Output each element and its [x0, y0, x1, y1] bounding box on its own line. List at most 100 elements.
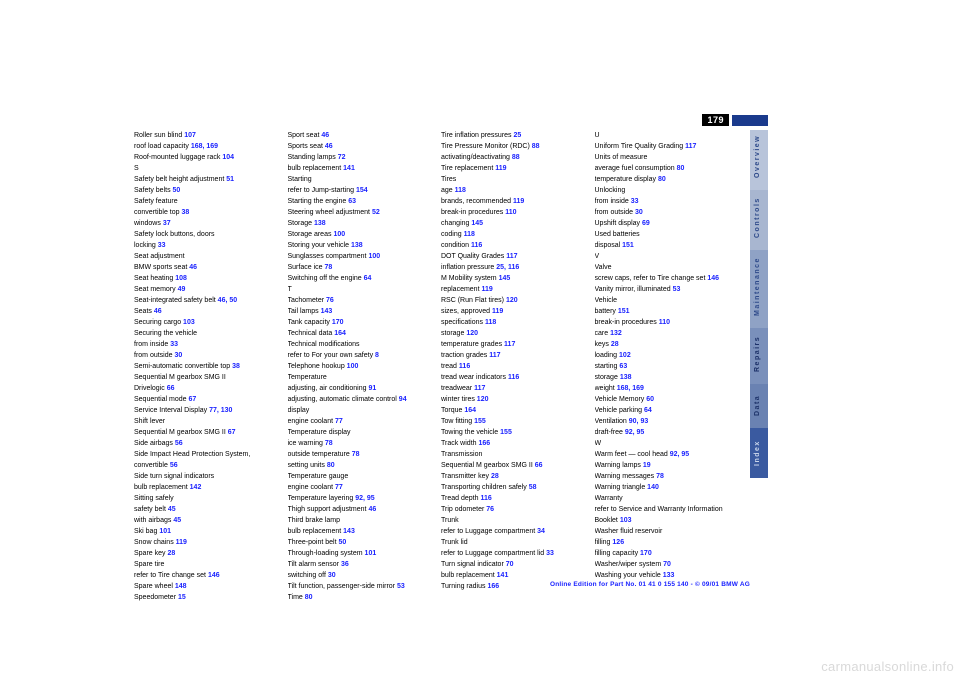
- index-page-link[interactable]: 80: [658, 176, 666, 183]
- index-page-link[interactable]: 33: [170, 341, 178, 348]
- index-page-link[interactable]: 119: [495, 165, 506, 172]
- index-page-link[interactable]: 38: [181, 209, 189, 216]
- index-page-link[interactable]: 151: [622, 242, 634, 249]
- index-page-link[interactable]: 30: [635, 209, 643, 216]
- tab-data[interactable]: Data: [750, 384, 768, 428]
- index-page-link[interactable]: 63: [348, 198, 356, 205]
- index-page-link[interactable]: 107: [184, 132, 196, 139]
- index-page-link[interactable]: 77, 130: [209, 407, 232, 414]
- index-page-link[interactable]: 117: [504, 341, 515, 348]
- index-page-link[interactable]: 138: [351, 242, 363, 249]
- index-page-link[interactable]: 34: [537, 528, 545, 535]
- index-page-link[interactable]: 78: [656, 473, 664, 480]
- index-page-link[interactable]: 102: [619, 352, 631, 359]
- index-page-link[interactable]: 117: [489, 352, 500, 359]
- index-page-link[interactable]: 46: [189, 264, 197, 271]
- index-page-link[interactable]: 141: [497, 572, 509, 579]
- index-page-link[interactable]: 37: [163, 220, 171, 227]
- index-page-link[interactable]: 78: [325, 440, 333, 447]
- index-page-link[interactable]: 100: [333, 231, 345, 238]
- index-page-link[interactable]: 49: [178, 286, 186, 293]
- index-page-link[interactable]: 76: [486, 506, 494, 513]
- index-page-link[interactable]: 94: [399, 396, 407, 403]
- index-page-link[interactable]: 108: [175, 275, 187, 282]
- index-page-link[interactable]: 166: [478, 440, 490, 447]
- tab-overview[interactable]: Overview: [750, 130, 768, 190]
- index-page-link[interactable]: 116: [459, 363, 470, 370]
- index-page-link[interactable]: 19: [643, 462, 651, 469]
- index-page-link[interactable]: 70: [663, 561, 671, 568]
- index-page-link[interactable]: 148: [175, 583, 187, 590]
- index-page-link[interactable]: 146: [707, 275, 719, 282]
- index-page-link[interactable]: 145: [471, 220, 483, 227]
- index-page-link[interactable]: 145: [499, 275, 511, 282]
- index-page-link[interactable]: 8: [375, 352, 379, 359]
- index-page-link[interactable]: 30: [328, 572, 336, 579]
- index-page-link[interactable]: 101: [365, 550, 377, 557]
- index-page-link[interactable]: 80: [305, 594, 313, 601]
- index-page-link[interactable]: 53: [397, 583, 405, 590]
- index-page-link[interactable]: 15: [178, 594, 186, 601]
- index-page-link[interactable]: 117: [685, 143, 696, 150]
- index-page-link[interactable]: 28: [167, 550, 175, 557]
- index-page-link[interactable]: 33: [631, 198, 639, 205]
- index-page-link[interactable]: 119: [513, 198, 524, 205]
- index-page-link[interactable]: 70: [506, 561, 514, 568]
- index-page-link[interactable]: 58: [529, 484, 537, 491]
- tab-index[interactable]: Index: [750, 428, 768, 478]
- index-page-link[interactable]: 168, 169: [191, 143, 218, 150]
- index-page-link[interactable]: 117: [474, 385, 485, 392]
- index-page-link[interactable]: 46: [325, 143, 333, 150]
- index-page-link[interactable]: 120: [506, 297, 518, 304]
- index-page-link[interactable]: 116: [480, 495, 491, 502]
- index-page-link[interactable]: 133: [663, 572, 675, 579]
- index-page-link[interactable]: 143: [343, 528, 355, 535]
- index-page-link[interactable]: 110: [659, 319, 670, 326]
- index-page-link[interactable]: 66: [167, 385, 175, 392]
- index-page-link[interactable]: 116: [508, 374, 519, 381]
- index-page-link[interactable]: 143: [321, 308, 333, 315]
- index-page-link[interactable]: 69: [642, 220, 650, 227]
- index-page-link[interactable]: 36: [341, 561, 349, 568]
- index-page-link[interactable]: 25: [514, 132, 522, 139]
- index-page-link[interactable]: 28: [611, 341, 619, 348]
- index-page-link[interactable]: 120: [466, 330, 478, 337]
- index-page-link[interactable]: 91: [368, 385, 376, 392]
- index-page-link[interactable]: 80: [327, 462, 335, 469]
- index-page-link[interactable]: 38: [232, 363, 240, 370]
- index-page-link[interactable]: 118: [455, 187, 466, 194]
- index-page-link[interactable]: 66: [535, 462, 543, 469]
- index-page-link[interactable]: 46: [321, 132, 329, 139]
- index-page-link[interactable]: 45: [168, 506, 176, 513]
- index-page-link[interactable]: 155: [500, 429, 512, 436]
- index-page-link[interactable]: 25, 116: [496, 264, 519, 271]
- index-page-link[interactable]: 164: [334, 330, 346, 337]
- index-page-link[interactable]: 101: [159, 528, 171, 535]
- index-page-link[interactable]: 45: [173, 517, 181, 524]
- index-page-link[interactable]: 92, 95: [355, 495, 374, 502]
- index-page-link[interactable]: 67: [228, 429, 236, 436]
- index-page-link[interactable]: 64: [644, 407, 652, 414]
- index-page-link[interactable]: 168, 169: [617, 385, 644, 392]
- index-page-link[interactable]: 33: [546, 550, 554, 557]
- index-page-link[interactable]: 52: [372, 209, 380, 216]
- index-page-link[interactable]: 88: [532, 143, 540, 150]
- index-page-link[interactable]: 78: [324, 264, 332, 271]
- index-page-link[interactable]: 138: [314, 220, 326, 227]
- tab-maintenance[interactable]: Maintenance: [750, 250, 768, 328]
- index-page-link[interactable]: 92, 95: [625, 429, 644, 436]
- index-page-link[interactable]: 51: [226, 176, 234, 183]
- index-page-link[interactable]: 119: [481, 286, 492, 293]
- index-page-link[interactable]: 100: [347, 363, 359, 370]
- index-page-link[interactable]: 53: [673, 286, 681, 293]
- index-page-link[interactable]: 80: [677, 165, 685, 172]
- index-page-link[interactable]: 100: [368, 253, 380, 260]
- index-page-link[interactable]: 60: [646, 396, 654, 403]
- index-page-link[interactable]: 116: [471, 242, 482, 249]
- index-page-link[interactable]: 90, 93: [629, 418, 648, 425]
- index-page-link[interactable]: 78: [352, 451, 360, 458]
- index-page-link[interactable]: 50: [338, 539, 346, 546]
- index-page-link[interactable]: 103: [620, 517, 632, 524]
- index-page-link[interactable]: 151: [618, 308, 630, 315]
- index-page-link[interactable]: 164: [464, 407, 476, 414]
